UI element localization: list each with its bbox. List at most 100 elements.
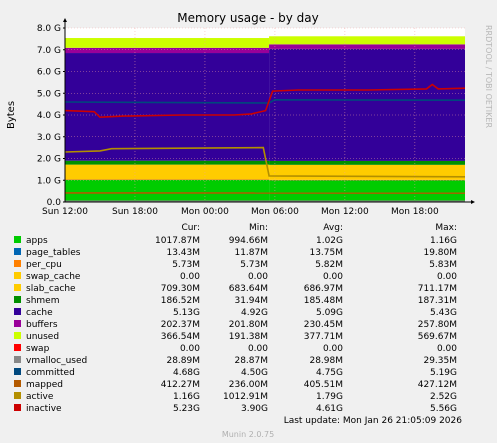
x-tick-label: Mon 12:00 (321, 207, 369, 217)
legend-row-page-tables: page_tables 13.43M 11.87M 13.75M 19.80M (14, 248, 457, 258)
last-update: Last update: Mon Jan 26 21:05:09 2026 (284, 416, 463, 426)
legend-series-name: vmalloc_used (26, 356, 87, 366)
line-inactive (64, 83, 466, 119)
y-tick-label: 6.0 G (37, 68, 61, 78)
legend-swatch (14, 284, 21, 291)
legend-cur-value: 0.00 (180, 344, 200, 354)
legend-row-slab-cache: slab_cache 709.30M 683.64M 686.97M 711.17M (14, 284, 457, 294)
grid-lines (64, 27, 465, 203)
y-axis-arrow (63, 18, 67, 22)
legend-series-name: slab_cache (26, 284, 76, 294)
legend-max-value: 569.67M (418, 332, 457, 342)
legend-series-name: shmem (26, 296, 59, 306)
area-unused-1 (269, 36, 465, 45)
legend: apps 1017.87M 994.66M 1.02G 1.16G page_tables… (14, 236, 457, 414)
legend-cur-value: 5.13G (173, 308, 200, 318)
legend-cur-value: 412.27M (161, 380, 200, 390)
legend-cur-value: 1.16G (173, 392, 200, 402)
legend-min-value: 683.64M (229, 284, 268, 294)
legend-header-max: Max: (435, 223, 457, 233)
legend-header-cur: Cur: (181, 223, 200, 233)
legend-cur-value: 202.37M (161, 320, 200, 330)
area-apps-1 (269, 180, 465, 202)
area-buffers-1 (269, 44, 465, 49)
area-shmem-1 (269, 160, 465, 165)
area-unused-0 (65, 38, 270, 48)
y-tick-label: 7.0 G (37, 46, 61, 56)
legend-avg-value: 13.75M (309, 248, 343, 258)
axes (63, 18, 475, 204)
legend-min-value: 28.87M (234, 356, 268, 366)
legend-cur-value: 1017.87M (155, 236, 200, 246)
legend-max-value: 5.56G (430, 404, 457, 414)
legend-swatch (14, 296, 21, 303)
legend-max-value: 711.17M (418, 284, 457, 294)
legend-max-value: 5.43G (430, 308, 457, 318)
legend-min-value: 31.94M (234, 296, 268, 306)
area-per-cpu-1 (269, 179, 465, 181)
legend-avg-value: 1.79G (316, 392, 343, 402)
munin-version: Munin 2.0.75 (222, 430, 274, 439)
legend-min-value: 3.90G (241, 404, 268, 414)
legend-avg-value: 4.61G (316, 404, 343, 414)
legend-series-name: mapped (26, 380, 63, 390)
legend-min-value: 11.87M (234, 248, 268, 258)
legend-avg-value: 4.75G (316, 368, 343, 378)
x-tick-label: Sun 18:00 (112, 207, 158, 217)
legend-series-name: unused (26, 332, 59, 342)
area-shmem-0 (65, 160, 270, 165)
legend-swatch (14, 368, 21, 375)
x-tick-label: Mon 06:00 (251, 207, 299, 217)
legend-avg-value: 230.45M (304, 320, 343, 330)
y-tick-label: 2.0 G (37, 155, 61, 165)
y-tick-labels: 0.0 1.0 G 2.0 G 3.0 G 4.0 G 5.0 G 6.0 G 7.0 G 8.… (37, 24, 65, 208)
legend-swatch (14, 272, 21, 279)
legend-avg-value: 28.98M (309, 356, 343, 366)
legend-max-value: 2.52G (430, 392, 457, 402)
line-active (64, 146, 466, 178)
legend-max-value: 427.12M (418, 380, 457, 390)
line-committed (64, 98, 466, 104)
chart-title: Memory usage - by day (177, 11, 318, 25)
legend-row-active: active 1.16G 1012.91M 1.79G 2.52G (14, 392, 457, 402)
x-tick-label: Mon 18:00 (391, 207, 439, 217)
y-tick-label: 1.0 G (37, 176, 61, 186)
legend-cur-value: 13.43M (166, 248, 200, 258)
legend-max-value: 19.80M (423, 248, 457, 258)
stacked-areas (65, 36, 465, 202)
legend-row-cache: cache 5.13G 4.92G 5.09G 5.43G (14, 308, 457, 318)
legend-row-per-cpu: per_cpu 5.73M 5.73M 5.82M 5.83M (14, 260, 457, 270)
legend-min-value: 1012.91M (223, 392, 268, 402)
y-tick-label: 0.0 (47, 198, 62, 208)
legend-avg-value: 5.09G (316, 308, 343, 318)
legend-swatch (14, 356, 21, 363)
legend-header-min: Min: (249, 223, 268, 233)
legend-row-shmem: shmem 186.52M 31.94M 185.48M 187.31M (14, 296, 457, 306)
legend-header: Cur: Min: Avg: Max: (181, 223, 457, 233)
legend-max-value: 29.35M (423, 356, 457, 366)
area-slab-cache-1 (269, 164, 465, 180)
legend-min-value: 191.38M (229, 332, 268, 342)
legend-series-name: per_cpu (26, 260, 62, 270)
legend-avg-value: 686.97M (304, 284, 343, 294)
legend-cur-value: 5.23G (173, 404, 200, 414)
legend-swatch (14, 392, 21, 399)
legend-min-value: 4.92G (241, 308, 268, 318)
legend-swatch (14, 308, 21, 315)
legend-max-value: 187.31M (418, 296, 457, 306)
legend-series-name: page_tables (26, 248, 81, 258)
legend-cur-value: 709.30M (161, 284, 200, 294)
area-buffers-0 (65, 47, 270, 54)
legend-swatch (14, 380, 21, 387)
y-tick-label: 4.0 G (37, 111, 61, 121)
area-slab-cache-0 (65, 164, 270, 180)
legend-row-swap-cache: swap_cache 0.00 0.00 0.00 0.00 (14, 272, 457, 282)
legend-row-swap: swap 0.00 0.00 0.00 0.00 (14, 344, 457, 354)
legend-max-value: 1.16G (430, 236, 457, 246)
rrdtool-credit: RRDTOOL / TOBI OETIKER (484, 25, 493, 128)
legend-series-name: swap (26, 344, 50, 354)
y-axis-label: Bytes (6, 101, 17, 129)
legend-min-value: 0.00 (248, 344, 268, 354)
legend-cur-value: 4.68G (173, 368, 200, 378)
legend-avg-value: 377.71M (304, 332, 343, 342)
